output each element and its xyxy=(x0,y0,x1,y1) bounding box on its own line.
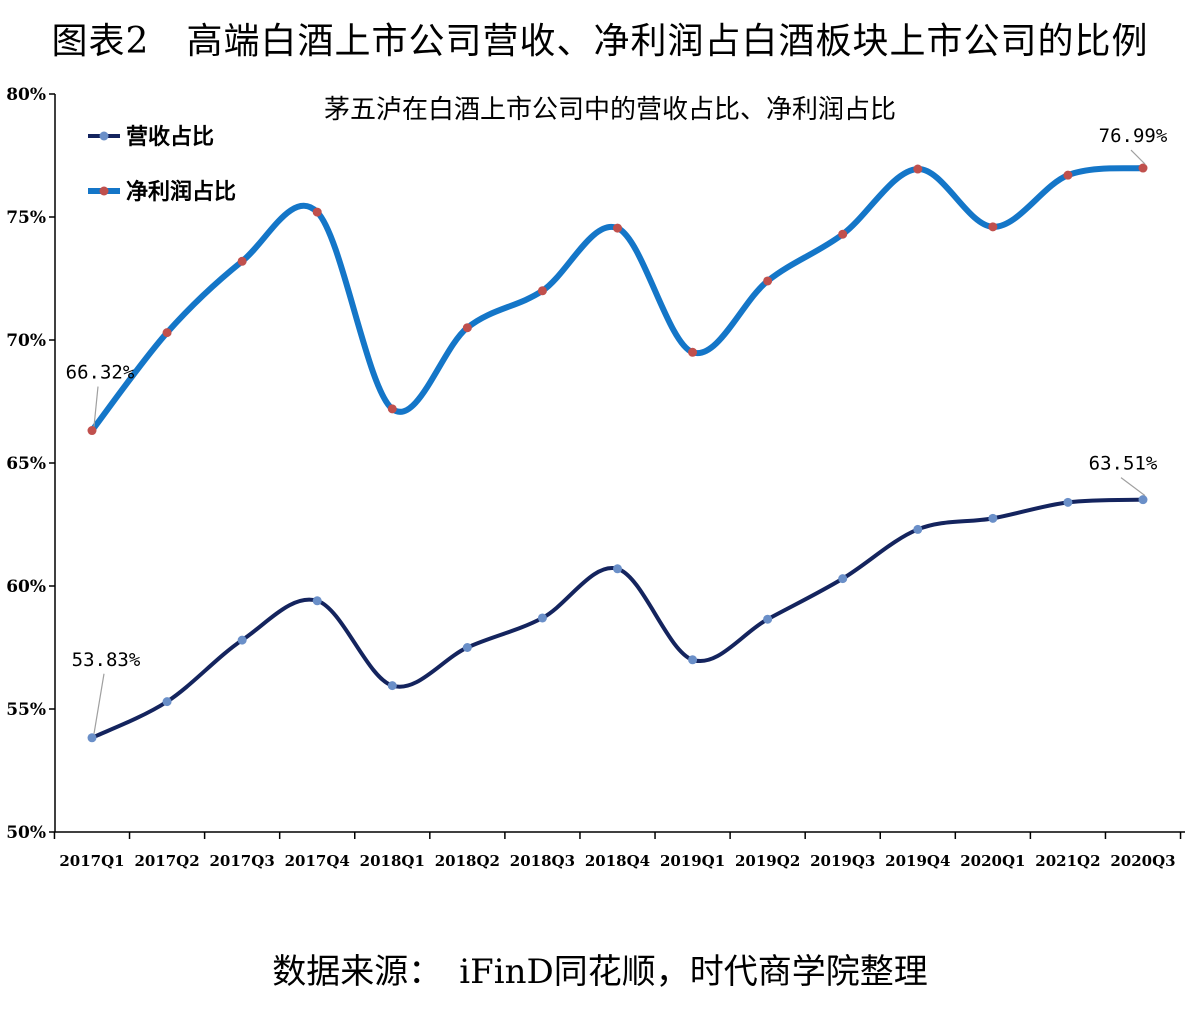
data-point-revenue xyxy=(1138,495,1148,505)
data-point-net-profit xyxy=(913,164,923,174)
data-point-revenue xyxy=(387,681,397,691)
annotation-leader xyxy=(93,386,99,427)
annotation-leader xyxy=(1130,149,1146,165)
data-point-revenue xyxy=(613,564,622,574)
data-point-net-profit xyxy=(763,276,773,286)
x-tick-label: 2019Q1 xyxy=(660,852,725,870)
x-tick-label: 2017Q4 xyxy=(285,852,350,870)
y-tick-label: 50% xyxy=(6,823,46,843)
data-point-revenue xyxy=(87,733,97,743)
series-line-revenue xyxy=(90,497,1145,740)
data-point-net-profit xyxy=(537,286,547,296)
data-point-revenue xyxy=(312,596,322,606)
y-tick-label: 60% xyxy=(6,577,46,597)
figure-title: 图表2 高端白酒上市公司营收、净利润占白酒板块上市公司的比例 xyxy=(51,21,1149,62)
legend-swatch-marker xyxy=(99,186,109,196)
data-point-net-profit xyxy=(387,404,397,414)
data-point-net-profit xyxy=(838,229,848,239)
chart-axes: 50% 55% 60% 65% 70% 75% 80% 2017Q1 2017Q2 2017Q3 2… xyxy=(6,85,1185,870)
legend-label: 净利润占比 xyxy=(126,179,236,205)
data-point-revenue xyxy=(237,635,247,645)
x-tick-label: 2018Q2 xyxy=(435,852,500,870)
x-tick-label: 2017Q1 xyxy=(59,852,124,870)
chart-markers xyxy=(87,163,1148,743)
chart-annotations: 66.32% 76.99% 53.83% 63.51% xyxy=(66,125,1168,734)
data-point-revenue xyxy=(913,524,923,534)
legend-label: 营收占比 xyxy=(126,124,214,150)
data-point-net-profit xyxy=(87,426,97,436)
data-point-revenue xyxy=(1063,497,1073,507)
data-point-net-profit xyxy=(1138,163,1148,173)
y-tick-label: 75% xyxy=(6,208,46,228)
data-point-revenue xyxy=(537,613,547,623)
data-point-net-profit xyxy=(988,222,998,232)
data-point-revenue xyxy=(462,643,472,652)
x-tick-label: 2018Q1 xyxy=(360,852,425,870)
y-tick-label: 65% xyxy=(6,454,46,474)
x-tick-label: 2020Q1 xyxy=(960,852,1025,870)
data-point-net-profit xyxy=(1063,170,1073,180)
data-point-revenue xyxy=(688,655,698,665)
data-point-net-profit xyxy=(162,328,172,338)
data-point-revenue xyxy=(162,697,172,707)
chart-series xyxy=(89,165,1146,740)
data-point-net-profit xyxy=(462,323,472,333)
data-label: 66.32% xyxy=(66,362,135,384)
data-label: 53.83% xyxy=(72,649,141,671)
data-point-revenue xyxy=(988,513,998,523)
data-label: 76.99% xyxy=(1099,125,1168,147)
x-tick-label: 2017Q3 xyxy=(210,852,275,870)
x-tick-label: 2019Q4 xyxy=(885,852,950,870)
x-tick-label: 2019Q2 xyxy=(735,852,800,870)
data-point-revenue xyxy=(838,574,848,584)
x-tick-label: 2021Q2 xyxy=(1035,852,1100,870)
data-point-net-profit xyxy=(688,347,698,357)
y-tick-label: 55% xyxy=(6,700,46,720)
series-line-net-profit xyxy=(89,165,1146,434)
x-tick-label: 2018Q4 xyxy=(585,852,650,870)
x-tick-label: 2018Q3 xyxy=(510,852,575,870)
y-tick-label: 80% xyxy=(6,85,46,105)
y-tick-label: 70% xyxy=(6,331,46,351)
annotation-leader xyxy=(93,673,105,734)
data-point-net-profit xyxy=(237,256,247,266)
data-point-revenue xyxy=(763,614,773,624)
annotation-leader xyxy=(1120,477,1146,497)
legend-swatch-marker xyxy=(99,131,109,141)
chart-title: 茅五泸在白酒上市公司中的营收占比、净利润占比 xyxy=(324,95,896,125)
data-point-net-profit xyxy=(312,207,322,217)
x-tick-label: 2020Q3 xyxy=(1110,852,1175,870)
data-point-net-profit xyxy=(613,223,622,233)
data-label: 63.51% xyxy=(1089,453,1158,475)
x-tick-label: 2017Q2 xyxy=(134,852,199,870)
x-tick-label: 2019Q3 xyxy=(810,852,875,870)
data-source: 数据来源： iFinD同花顺，时代商学院整理 xyxy=(272,952,928,992)
